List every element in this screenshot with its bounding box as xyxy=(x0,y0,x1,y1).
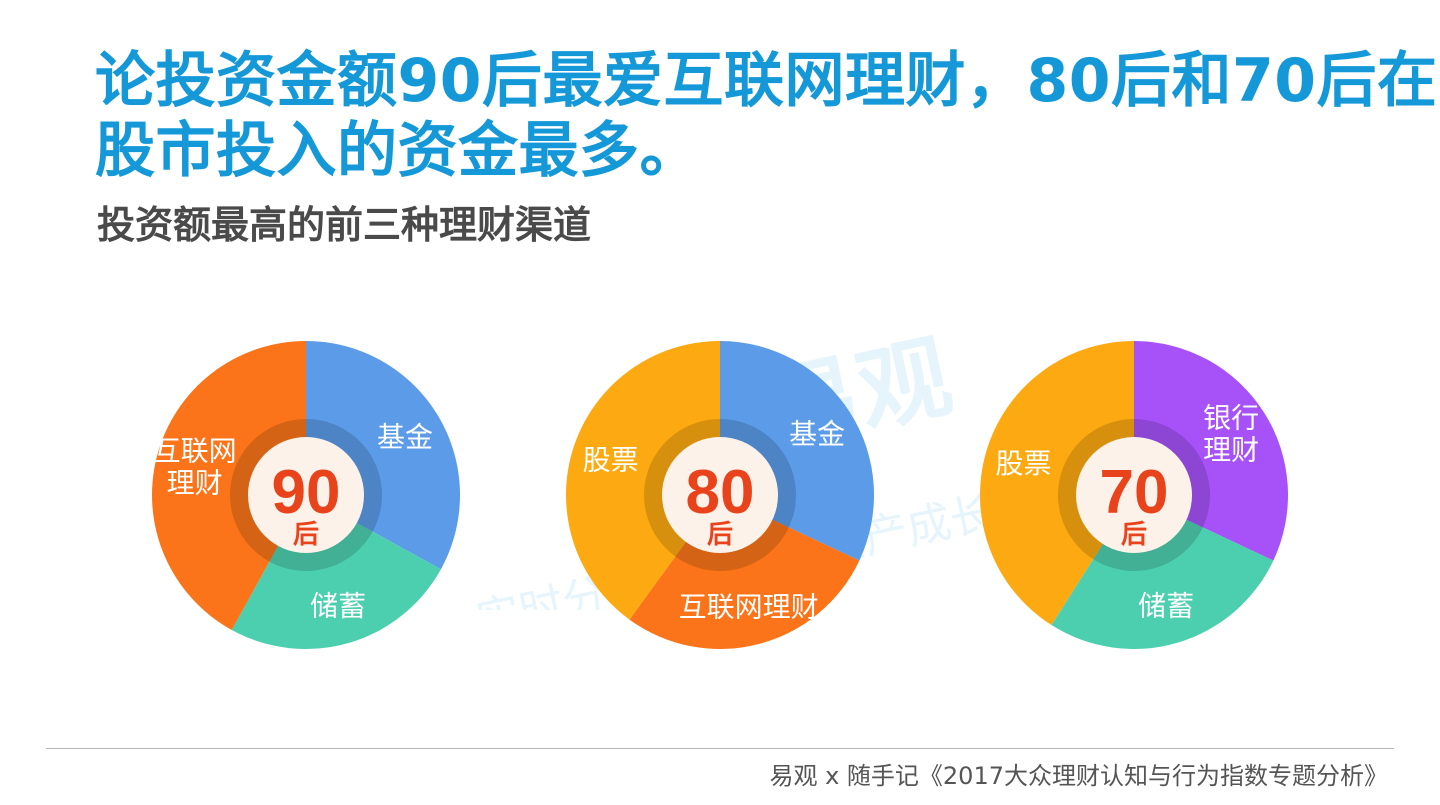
slice-label-line: 股票 xyxy=(996,447,1052,480)
source-note: 易观 x 随手记《2017大众理财认知与行为指数专题分析》 xyxy=(769,762,1388,790)
center-disc xyxy=(1076,437,1192,553)
center-disc xyxy=(662,437,778,553)
slice-label: 储蓄 xyxy=(310,589,366,622)
generation-unit: 后 xyxy=(1121,520,1147,550)
pie-slice xyxy=(566,341,720,620)
slice-label: 银行理财 xyxy=(1203,401,1259,466)
slice-label-line: 储蓄 xyxy=(310,589,366,622)
pie-slice xyxy=(231,495,441,649)
pie-slice xyxy=(1051,495,1274,649)
footer-divider xyxy=(46,748,1394,749)
generation-number: 90 xyxy=(272,458,341,527)
page-title-line-2: 股市投入的资金最多。 xyxy=(95,116,700,186)
slice-label: 股票 xyxy=(996,447,1052,480)
slice-label: 基金 xyxy=(377,420,433,453)
slice-label-line: 互联网 xyxy=(153,434,237,467)
slice-label-line: 基金 xyxy=(377,420,433,453)
slice-label-line: 理财 xyxy=(1203,433,1259,466)
slice-label: 基金 xyxy=(789,417,845,450)
slice-label-line: 基金 xyxy=(789,417,845,450)
slice-label-line: 理财 xyxy=(167,466,223,499)
slice-label: 互联网理财 xyxy=(153,434,237,499)
generation-unit: 后 xyxy=(707,520,733,550)
slice-label: 互联网理财 xyxy=(679,590,819,623)
center-disc xyxy=(248,437,364,553)
chart-subtitle: 投资额最高的前三种理财渠道 xyxy=(97,203,592,247)
slice-label-line: 银行 xyxy=(1203,401,1259,434)
slice-label: 储蓄 xyxy=(1138,589,1194,622)
slice-label: 股票 xyxy=(583,443,639,476)
slice-label-line: 储蓄 xyxy=(1138,589,1194,622)
pie-slice xyxy=(629,495,860,649)
page-title-line-1: 论投资金额90后最爱互联网理财，80后和70后在 xyxy=(95,46,1438,116)
generation-number: 70 xyxy=(1100,458,1169,527)
generation-unit: 后 xyxy=(293,520,319,550)
generation-number: 80 xyxy=(686,458,755,527)
slice-label-line: 互联网理财 xyxy=(679,590,819,623)
slice-label-line: 股票 xyxy=(583,443,639,476)
